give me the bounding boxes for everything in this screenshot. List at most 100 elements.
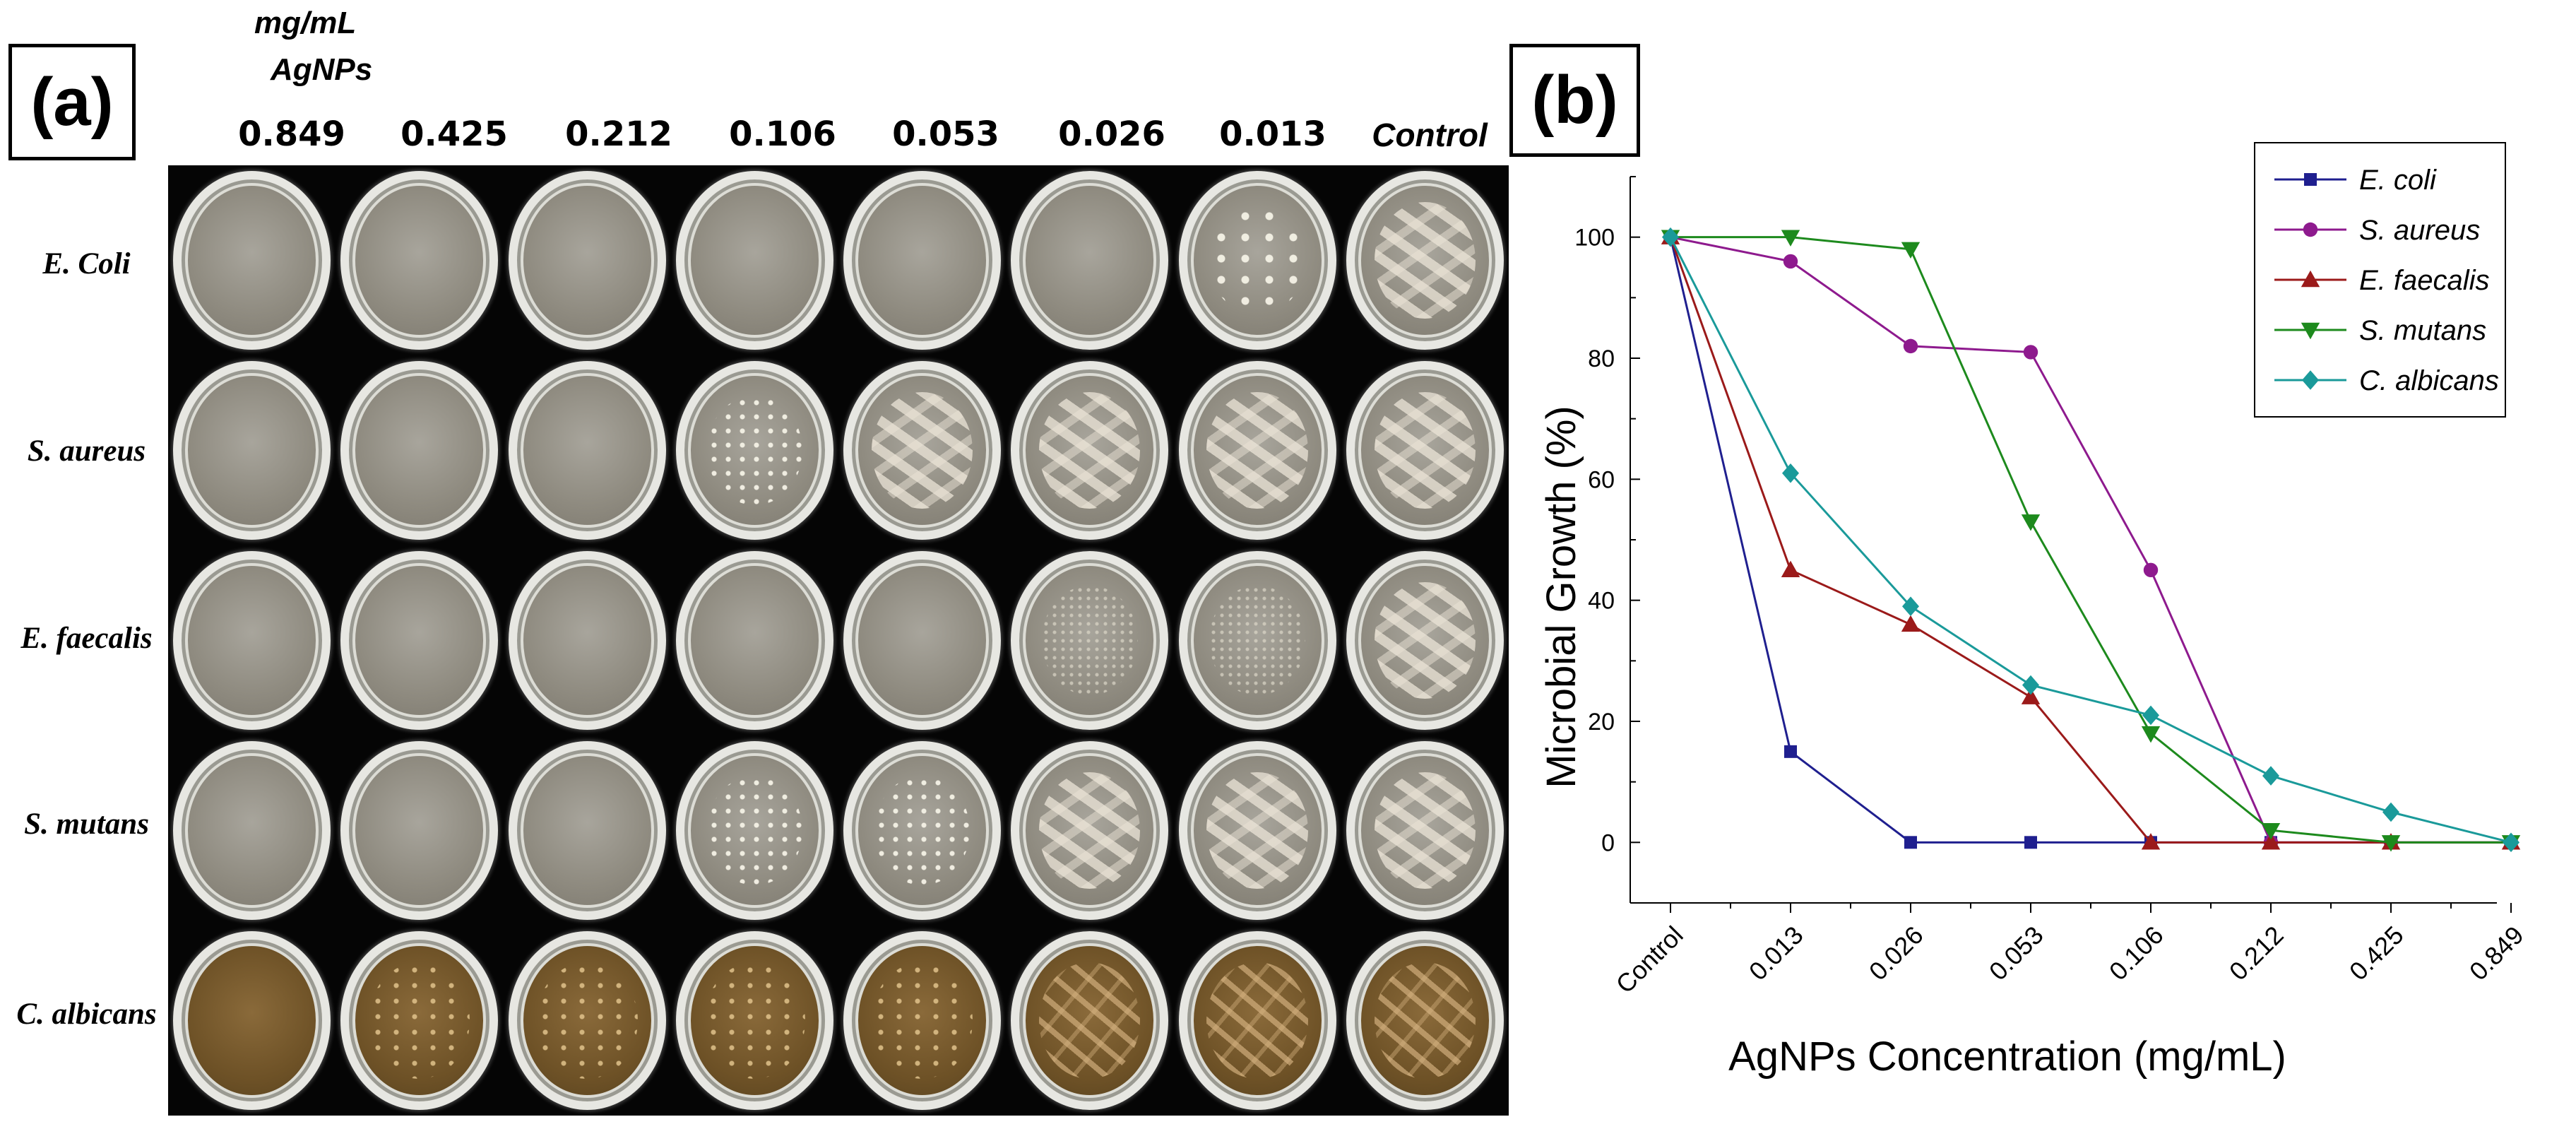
petri-dish bbox=[1346, 171, 1504, 350]
organism-row-label: C. albicans bbox=[16, 998, 157, 1031]
petri-dish-cell bbox=[1006, 545, 1173, 735]
colony-growth bbox=[706, 775, 802, 886]
petri-dish-cell bbox=[168, 165, 336, 355]
petri-dish-cell bbox=[1006, 355, 1173, 545]
petri-dish bbox=[1178, 741, 1336, 920]
colony-growth bbox=[1206, 962, 1308, 1079]
petri-dish bbox=[843, 931, 1002, 1110]
marker-circle bbox=[1903, 338, 1918, 354]
x-tick-label: 0.053 bbox=[1983, 921, 2049, 986]
marker-triangle-up bbox=[1781, 560, 1800, 578]
growth-line-chart: 0 20 40 60 80 100 Control 0.013 0.026 0.053 0.106 0… bbox=[1538, 142, 2529, 1080]
petri-dish bbox=[173, 551, 331, 730]
petri-dish bbox=[843, 551, 1002, 730]
petri-dish bbox=[1011, 171, 1169, 350]
marker-circle bbox=[1783, 254, 1798, 269]
concentration-header: 0.849 bbox=[238, 114, 345, 154]
petri-dish-cell bbox=[336, 165, 503, 355]
marker-triangle-up bbox=[2141, 833, 2161, 850]
petri-dish bbox=[173, 171, 331, 350]
organism-row-label: S. aureus bbox=[27, 435, 146, 468]
petri-dish bbox=[508, 551, 666, 730]
y-tick-label: 60 bbox=[1588, 466, 1615, 493]
marker-triangle-up bbox=[1901, 615, 1921, 632]
marker-diamond bbox=[2022, 675, 2039, 695]
x-tick-label: 0.013 bbox=[1743, 921, 1809, 986]
petri-dish bbox=[508, 361, 666, 540]
organism-row-label: S. mutans bbox=[24, 808, 149, 841]
colony-growth bbox=[1039, 392, 1141, 509]
petri-dish bbox=[1011, 551, 1169, 730]
petri-dish bbox=[1178, 551, 1336, 730]
petri-dish bbox=[340, 361, 499, 540]
y-tick-label: 100 bbox=[1574, 225, 1615, 252]
petri-dish bbox=[675, 171, 833, 350]
marker-triangle-up bbox=[2021, 687, 2041, 704]
colony-growth bbox=[871, 392, 973, 509]
petri-dish bbox=[1346, 931, 1504, 1110]
petri-dish bbox=[1011, 931, 1169, 1110]
petri-dish-cell bbox=[838, 165, 1006, 355]
marker-triangle-down bbox=[1781, 230, 1800, 247]
petri-dish-cell bbox=[1341, 165, 1509, 355]
petri-dish-cell bbox=[336, 735, 503, 926]
marker-triangle-up bbox=[2261, 833, 2281, 850]
colony-growth bbox=[706, 395, 802, 506]
petri-dish-cell bbox=[336, 545, 503, 735]
marker-diamond bbox=[1782, 463, 1799, 483]
petri-dish bbox=[340, 741, 499, 920]
marker-circle bbox=[2143, 562, 2159, 578]
petri-dish-cell bbox=[838, 926, 1006, 1116]
petri-dish-cell bbox=[1174, 735, 1341, 926]
petri-dish bbox=[1346, 741, 1504, 920]
y-tick-label: 80 bbox=[1588, 345, 1615, 372]
legend-entry-label: S. aureus bbox=[2359, 215, 2480, 246]
petri-dish-cell bbox=[336, 355, 503, 545]
marker-triangle-down bbox=[2381, 835, 2401, 852]
marker-diamond bbox=[2142, 705, 2159, 726]
petri-dish-cell bbox=[1006, 735, 1173, 926]
petri-dish-cell bbox=[671, 735, 838, 926]
concentration-header: 0.053 bbox=[892, 114, 999, 154]
y-tick-label: 40 bbox=[1588, 588, 1615, 615]
petri-dish-cell bbox=[671, 926, 838, 1116]
petri-dish-cell bbox=[1341, 355, 1509, 545]
colony-growth bbox=[1374, 772, 1476, 889]
colony-growth bbox=[1374, 392, 1476, 509]
petri-dish bbox=[173, 361, 331, 540]
legend-entry-label: S. mutans bbox=[2359, 315, 2486, 346]
unit-label-mg-ml: mg/mL bbox=[254, 6, 357, 40]
marker-triangle-down bbox=[1901, 242, 1921, 259]
x-tick-label: 0.849 bbox=[2464, 921, 2529, 986]
petri-dish-cell bbox=[671, 165, 838, 355]
petri-dish-cell bbox=[1341, 735, 1509, 926]
petri-dish bbox=[1346, 361, 1504, 540]
colony-growth bbox=[1209, 585, 1305, 696]
petri-dish-cell bbox=[1174, 545, 1341, 735]
petri-dish-cell bbox=[671, 355, 838, 545]
petri-dish bbox=[843, 741, 1002, 920]
petri-dish bbox=[340, 171, 499, 350]
petri-dish-cell bbox=[504, 355, 671, 545]
petri-dish-cell bbox=[1174, 165, 1341, 355]
concentration-header: 0.106 bbox=[729, 114, 836, 154]
organism-row-label: E. faecalis bbox=[20, 622, 153, 655]
petri-dish-cell bbox=[168, 545, 336, 735]
petri-dish bbox=[1178, 171, 1336, 350]
petri-dish-cell bbox=[504, 735, 671, 926]
petri-dish bbox=[843, 171, 1002, 350]
legend-entry-label: E. coli bbox=[2359, 165, 2437, 196]
series-line bbox=[1670, 236, 2511, 844]
y-axis-title: Microbial Growth (%) bbox=[1538, 406, 1584, 788]
petri-dish-cell bbox=[838, 355, 1006, 545]
petri-dish bbox=[173, 741, 331, 920]
petri-dish bbox=[508, 741, 666, 920]
x-tick-label: 0.026 bbox=[1863, 921, 1929, 986]
petri-dish bbox=[675, 931, 833, 1110]
petri-dish bbox=[675, 361, 833, 540]
petri-dish-cell bbox=[168, 355, 336, 545]
petri-dish bbox=[508, 171, 666, 350]
petri-dish bbox=[340, 551, 499, 730]
petri-dish bbox=[1011, 741, 1169, 920]
marker-triangle-up bbox=[2301, 270, 2320, 288]
